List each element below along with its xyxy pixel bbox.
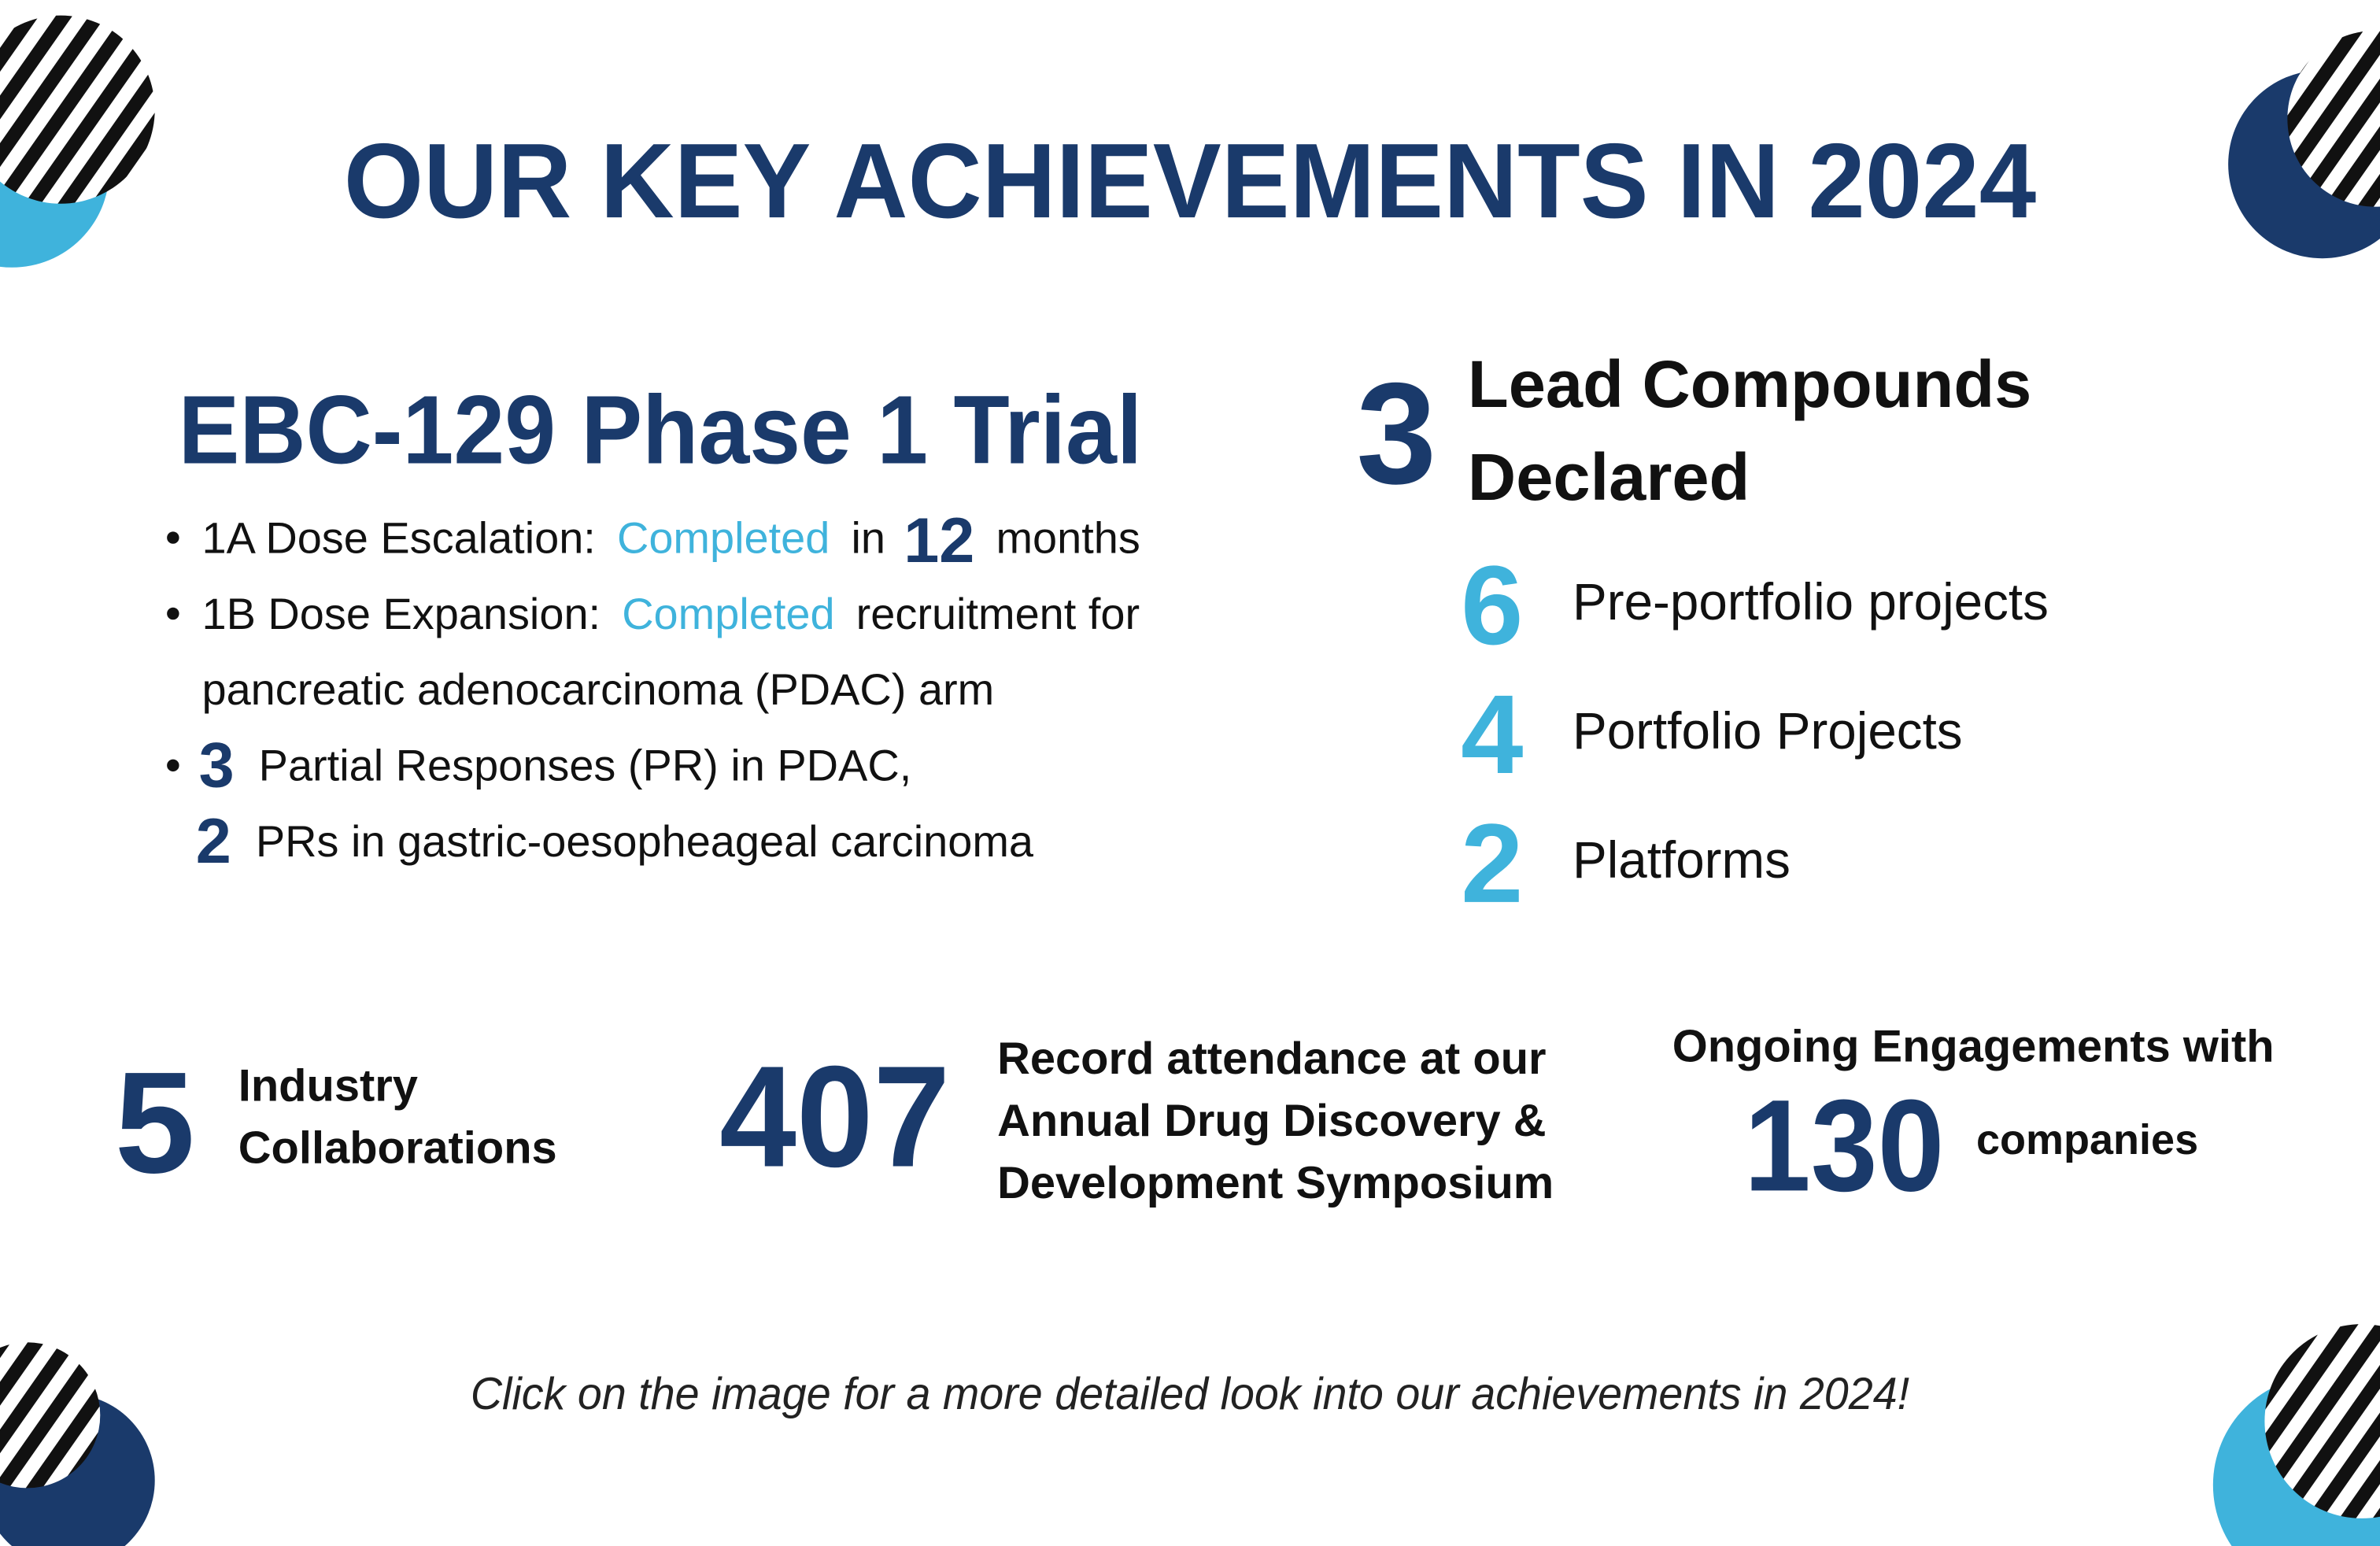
compounds-label: Declared (1468, 439, 1750, 514)
stat-label: Annual Drug Discovery & (997, 1096, 1546, 1146)
text: in (851, 512, 885, 562)
stat-label: Record attendance at our (997, 1034, 1546, 1084)
projects: 6 Pre-portfolio projects 4 Portfolio Pro… (1461, 543, 2049, 926)
trial-bullets: 1A Dose Escalation: Completed in 12 mont… (167, 505, 1140, 877)
bullet-dot (167, 759, 179, 772)
bullet-continuation: 2 PRs in gastric-oesopheageal carcinoma (196, 806, 1034, 877)
bullet-continuation: pancreatic adenocarcinoma (PDAC) arm (202, 664, 995, 714)
bullet: 3 Partial Responses (PR) in PDAC, (199, 730, 912, 801)
text: 1A Dose Escalation: (202, 512, 596, 562)
stat-number: 5 (115, 1041, 195, 1203)
project-label: Portfolio Projects (1572, 702, 1963, 760)
stat-label: Ongoing Engagements with (1672, 1021, 2275, 1071)
project-number: 6 (1461, 543, 1523, 668)
footer-link[interactable]: Click on the image for a more detailed l… (471, 1369, 1909, 1419)
stat-number: 407 (719, 1036, 950, 1197)
highlight: Completed (622, 589, 834, 638)
stat-label: Collaborations (238, 1123, 557, 1174)
text: PRs in gastric-oesopheageal carcinoma (256, 816, 1034, 866)
number: 2 (196, 806, 231, 877)
text: months (996, 512, 1140, 562)
number: 12 (904, 505, 974, 576)
decoration (0, 15, 2380, 1546)
bullet: 1A Dose Escalation: Completed in 12 mont… (202, 505, 1140, 576)
bullet: 1B Dose Expansion: Completed recruitment… (202, 589, 1140, 638)
compounds-label: Lead Compounds (1468, 346, 2031, 421)
page-title: OUR KEY ACHIEVEMENTS IN 2024 (344, 121, 2036, 240)
compounds-number: 3 (1356, 353, 1436, 514)
text: Partial Responses (PR) in PDAC, (259, 741, 912, 790)
stat-label: companies (1976, 1116, 2198, 1163)
trial-heading: EBC-129 Phase 1 Trial (179, 376, 1143, 485)
bullet-dot (167, 531, 179, 544)
project-number: 2 (1461, 801, 1523, 926)
project-label: Platforms (1572, 831, 1791, 889)
project-label: Pre-portfolio projects (1572, 573, 2049, 631)
number: 3 (199, 730, 235, 801)
stat-label: Development Symposium (997, 1158, 1554, 1208)
text: recruitment for (856, 589, 1140, 638)
bullet-dot (167, 607, 179, 620)
stats: 5 Industry Collaborations 407 Record att… (115, 1021, 2275, 1219)
text: 1B Dose Expansion: (202, 589, 601, 638)
stat-label: Industry (238, 1061, 418, 1111)
highlight: Completed (617, 512, 830, 562)
stat-number: 130 (1744, 1073, 1945, 1219)
project-number: 4 (1461, 672, 1523, 797)
